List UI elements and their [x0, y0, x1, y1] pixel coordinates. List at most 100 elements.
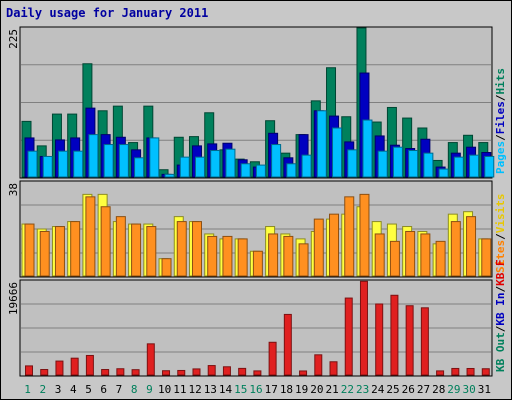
x-tick-label-day-8: 8 — [131, 383, 138, 396]
bar-kb-f-day-29 — [451, 367, 460, 376]
bar-pages-day-23 — [362, 119, 373, 178]
bar-pages-day-27 — [423, 152, 434, 178]
bar-pages-day-6 — [103, 144, 114, 178]
bar-sites-day-13 — [207, 235, 218, 277]
x-tick-label-day-29: 29 — [447, 383, 460, 396]
bar-sites-day-30 — [466, 216, 477, 277]
bar-kb-f-day-6 — [101, 369, 110, 376]
bar-kb-f-day-19 — [299, 370, 308, 376]
bar-pages-day-14 — [225, 148, 236, 178]
legend-separator: / — [494, 134, 507, 141]
bar-sites-day-22 — [344, 196, 355, 277]
x-tick-label-day-30: 30 — [463, 383, 476, 396]
x-tick-label-day-27: 27 — [417, 383, 430, 396]
x-tick-label-day-4: 4 — [70, 383, 77, 396]
legend-separator: / — [494, 94, 507, 101]
legend-sites: Sites — [494, 240, 507, 273]
bar-sites-day-23 — [359, 193, 370, 277]
x-tick-label-day-21: 21 — [326, 383, 339, 396]
bar-sites-day-10 — [161, 258, 172, 277]
bar-kb-f-day-30 — [466, 367, 475, 376]
bar-sites-day-3 — [54, 226, 65, 277]
x-tick-label-day-6: 6 — [100, 383, 107, 396]
x-tick-label-day-19: 19 — [295, 383, 308, 396]
bar-kb-f-day-26 — [405, 305, 414, 376]
x-tick-label-day-14: 14 — [219, 383, 233, 396]
bar-kb-f-day-9 — [146, 343, 155, 376]
bar-sites-day-20 — [313, 218, 324, 277]
bar-kb-f-day-5 — [85, 354, 94, 376]
bar-sites-day-21 — [329, 213, 340, 277]
bar-kb-f-day-8 — [131, 369, 140, 376]
bar-sites-day-2 — [39, 230, 50, 277]
legend-pages: Pages — [494, 141, 507, 174]
x-tick-label-day-1: 1 — [24, 383, 31, 396]
bar-kb-f-day-15 — [238, 367, 247, 376]
x-tick-label-day-15: 15 — [234, 383, 247, 396]
x-tick-label-day-26: 26 — [402, 383, 415, 396]
panel-2-legend: Sites/Visits — [494, 194, 507, 274]
bar-pages-day-12 — [194, 156, 205, 178]
legend-kb-in: KB In — [494, 293, 507, 326]
bar-pages-day-13 — [210, 150, 221, 178]
bar-pages-day-9 — [149, 137, 160, 178]
panel-1-legend: Pages/Files/Hits — [494, 68, 507, 174]
bar-pages-day-3 — [57, 150, 68, 178]
x-tick-label-day-31: 31 — [478, 383, 491, 396]
bar-sites-day-28 — [435, 240, 446, 277]
bar-sites-day-24 — [374, 233, 385, 277]
bar-sites-day-11 — [176, 221, 187, 277]
bar-sites-day-6 — [100, 206, 111, 277]
bar-pages-day-1 — [27, 150, 38, 178]
bar-pages-day-18 — [286, 163, 297, 178]
x-tick-label-day-7: 7 — [116, 383, 123, 396]
bar-pages-day-22 — [347, 149, 358, 178]
bar-kb-f-day-17 — [268, 341, 277, 376]
bar-sites-day-4 — [70, 221, 81, 277]
bar-pages-day-4 — [73, 150, 84, 178]
x-tick-label-day-10: 10 — [158, 383, 171, 396]
x-tick-label-day-2: 2 — [40, 383, 47, 396]
bar-sites-day-27 — [420, 233, 431, 277]
legend-kb-f: KB F — [494, 259, 507, 286]
bar-kb-f-day-2 — [40, 369, 49, 376]
x-tick-label-day-9: 9 — [146, 383, 153, 396]
bar-sites-day-26 — [405, 230, 416, 277]
x-tick-label-day-28: 28 — [432, 383, 445, 396]
legend-separator: / — [494, 325, 507, 332]
bar-pages-day-31 — [484, 155, 495, 178]
x-tick-label-day-17: 17 — [265, 383, 278, 396]
bar-kb-f-day-1 — [25, 365, 33, 376]
bar-pages-day-30 — [469, 154, 480, 178]
panel-3-ymax-label: 19666 — [7, 282, 20, 315]
bar-kb-f-day-25 — [390, 294, 399, 376]
chart-title: Daily usage for January 2011 — [6, 6, 209, 20]
legend-files: Files — [494, 101, 507, 134]
legend-hits: Hits — [494, 68, 507, 95]
bar-sites-day-5 — [85, 196, 96, 277]
bar-pages-day-11 — [179, 156, 190, 178]
bar-sites-day-29 — [450, 221, 461, 277]
x-tick-label-day-3: 3 — [55, 383, 62, 396]
bar-pages-day-19 — [301, 154, 312, 178]
bar-pages-day-7 — [118, 144, 129, 178]
bar-pages-day-24 — [377, 150, 388, 178]
bar-kb-f-day-12 — [192, 368, 201, 376]
bar-kb-f-day-28 — [436, 370, 445, 376]
bar-sites-day-18 — [283, 235, 294, 277]
x-tick-label-day-24: 24 — [371, 383, 385, 396]
x-tick-label-day-25: 25 — [386, 383, 399, 396]
bar-kb-f-day-23 — [359, 280, 368, 376]
bar-kb-f-day-31 — [481, 368, 490, 376]
bar-sites-day-14 — [222, 235, 233, 277]
bar-sites-day-8 — [131, 223, 142, 277]
bar-kb-f-day-7 — [116, 368, 125, 376]
x-tick-label-day-23: 23 — [356, 383, 369, 396]
panel-2-ymax-label: 38 — [7, 183, 20, 196]
x-tick-label-day-16: 16 — [249, 383, 262, 396]
x-tick-label-day-12: 12 — [188, 383, 201, 396]
bar-pages-day-20 — [316, 110, 327, 178]
bar-pages-day-2 — [42, 155, 53, 178]
bar-pages-day-15 — [240, 163, 251, 178]
x-tick-label-day-22: 22 — [341, 383, 354, 396]
